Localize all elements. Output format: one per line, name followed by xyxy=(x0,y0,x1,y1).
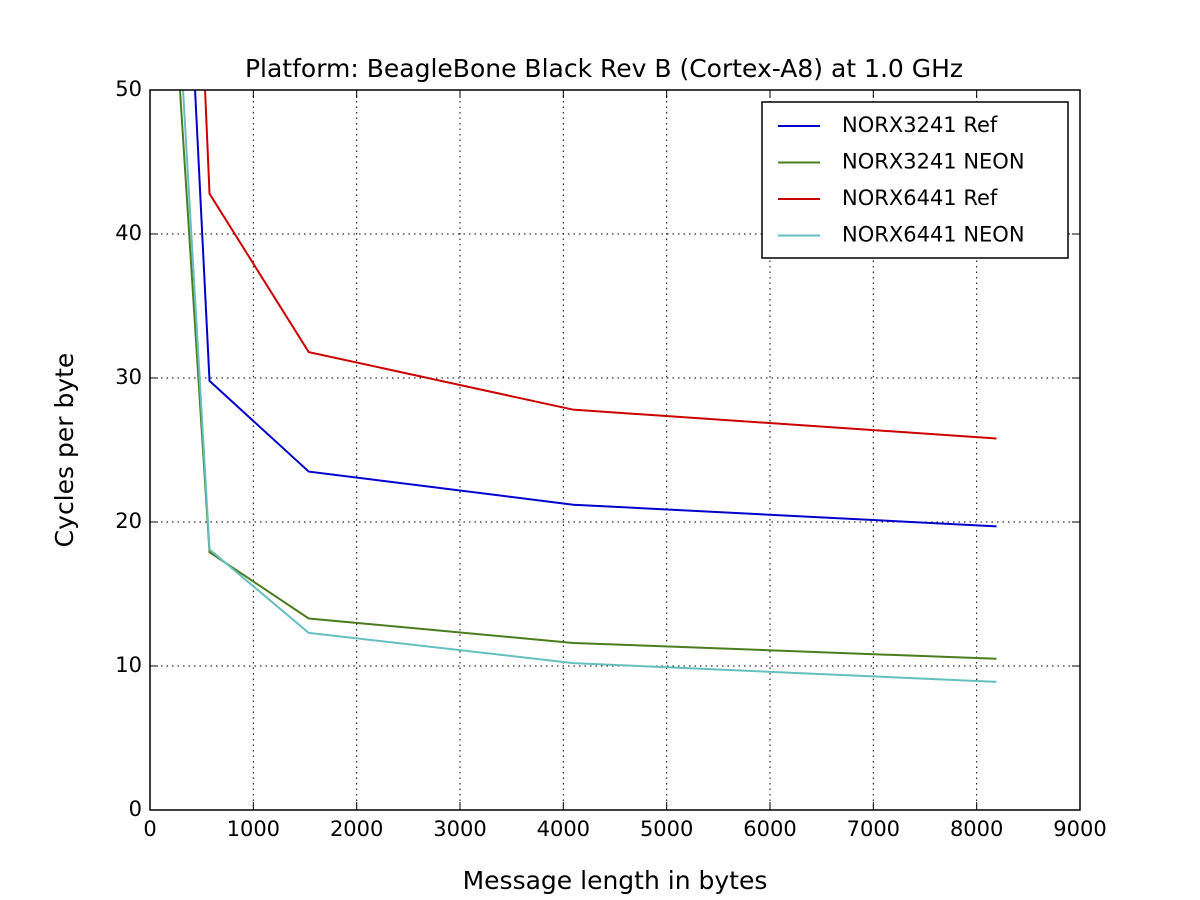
plot-lines xyxy=(178,90,997,683)
y-tick-label: 0 xyxy=(129,797,142,821)
x-tick-label: 1000 xyxy=(227,817,280,841)
legend-label: NORX6441 Ref xyxy=(842,186,998,210)
y-tick-label: 10 xyxy=(115,653,142,677)
x-tick-label: 3000 xyxy=(433,817,486,841)
x-axis-label: Message length in bytes xyxy=(463,866,768,895)
plot-frame xyxy=(149,89,1081,811)
chart-title: Platform: BeagleBone Black Rev B (Cortex… xyxy=(245,54,963,83)
legend: NORX3241 Ref NORX3241 NEON NORX6441 Ref NOR… xyxy=(761,101,1069,259)
y-tick-label: 30 xyxy=(115,365,142,389)
y-tick-label: 50 xyxy=(115,77,142,101)
x-tick-label: 8000 xyxy=(950,817,1003,841)
x-tick-label: 4000 xyxy=(537,817,590,841)
series-line xyxy=(178,90,997,660)
series-line xyxy=(204,90,997,440)
x-tick-label: 0 xyxy=(143,817,156,841)
x-tick-label: 9000 xyxy=(1053,817,1106,841)
legend-label: NORX3241 NEON xyxy=(842,150,1025,174)
series-line xyxy=(194,90,997,528)
x-tick-label: 2000 xyxy=(330,817,383,841)
x-tick-label: 5000 xyxy=(640,817,693,841)
x-tick-label: 6000 xyxy=(743,817,796,841)
legend-box xyxy=(761,101,1069,259)
series-line xyxy=(182,90,997,683)
y-tick-label: 40 xyxy=(115,221,142,245)
y-tick-label: 20 xyxy=(115,509,142,533)
legend-label: NORX6441 NEON xyxy=(842,223,1025,247)
legend-label: NORX3241 Ref xyxy=(842,113,998,137)
y-axis-label: Cycles per byte xyxy=(50,353,79,548)
x-tick-label: 7000 xyxy=(847,817,900,841)
